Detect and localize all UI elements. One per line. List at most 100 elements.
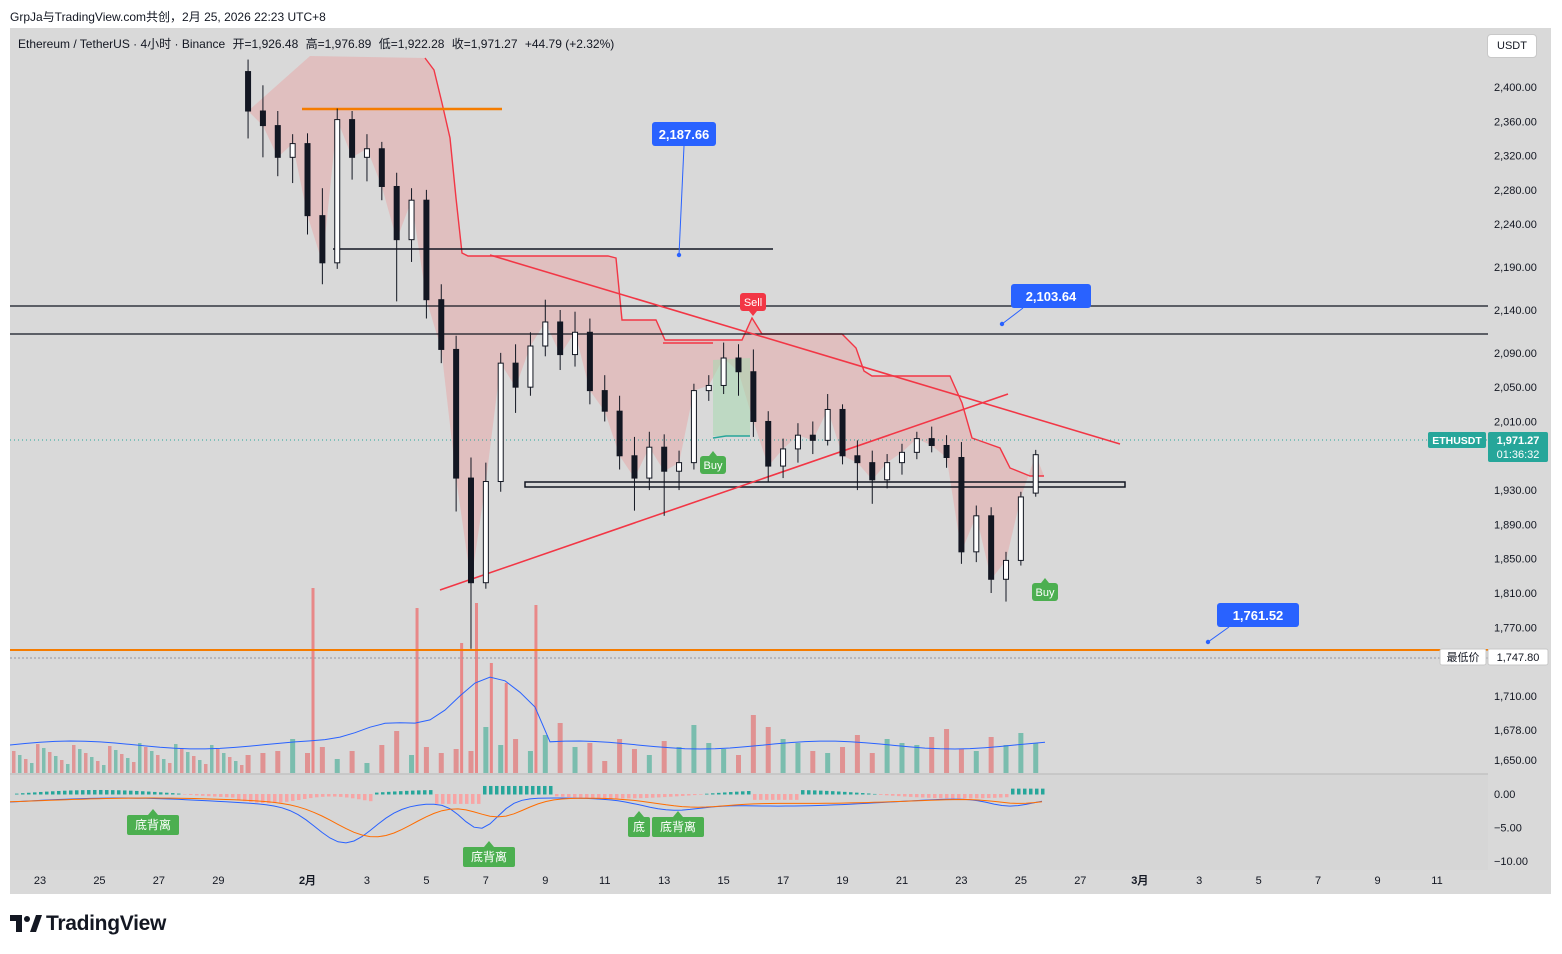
macd-histogram-bar: [741, 791, 745, 795]
macd-histogram-bar: [57, 790, 61, 795]
price-annotation-anchor: [999, 321, 1005, 327]
macd-histogram-bar: [915, 794, 919, 798]
candle-body: [334, 119, 341, 264]
candle-body: [1003, 559, 1010, 580]
macd-histogram-bar: [753, 794, 757, 800]
price-annotation-box: [652, 122, 716, 146]
indicator-pane: [10, 774, 1551, 870]
macd-histogram-bar: [297, 794, 301, 800]
time-axis-label: 27: [153, 875, 165, 887]
macd-histogram-bar: [471, 794, 475, 804]
ascending-trendline: [439, 393, 1009, 591]
symbol-tag-text: ETHUSDT: [1432, 435, 1482, 447]
macd-histogram-bar: [51, 791, 55, 795]
candle-body: [423, 199, 430, 301]
macd-histogram-bar: [99, 789, 103, 795]
macd-histogram-bar: [603, 794, 607, 799]
price-annotation: 2,103.64: [999, 284, 1091, 327]
macd-histogram-bar: [567, 794, 571, 798]
candle-body: [690, 390, 697, 464]
macd-histogram-bar: [345, 794, 349, 798]
macd-histogram-bar: [207, 794, 211, 797]
macd-histogram-bar: [687, 794, 691, 796]
macd-histogram-bar: [759, 794, 763, 800]
price-annotation-text: 2,187.66: [659, 127, 710, 142]
buy-signal-text: Buy: [704, 460, 723, 472]
macd-histogram-bar: [69, 790, 73, 795]
volume-bar: [854, 735, 860, 773]
candle-body: [780, 448, 787, 467]
macd-histogram-bar: [597, 794, 601, 799]
candle-body: [557, 321, 564, 356]
macd-histogram-bar: [195, 794, 199, 796]
macd-histogram-bar: [861, 793, 865, 795]
volume-bar: [60, 760, 64, 773]
macd-histogram-bar: [141, 791, 145, 795]
price-axis-label: 2,400.00: [1494, 82, 1537, 94]
macd-histogram-bar: [555, 794, 559, 797]
ohlc-low: 低=1,922.28: [378, 37, 445, 51]
volume-bar: [12, 751, 16, 773]
macd-histogram-bar: [123, 790, 127, 795]
macd-histogram-bar: [75, 790, 79, 795]
time-axis-label: 13: [658, 875, 670, 887]
macd-histogram-bar: [789, 794, 793, 800]
volume-bar: [102, 765, 106, 773]
candle-body: [512, 362, 519, 388]
buy-signal-text: Buy: [1036, 587, 1055, 599]
time-axis-pane: [10, 870, 1551, 894]
currency-button[interactable]: USDT: [1487, 34, 1537, 58]
time-axis-label: 27: [1074, 875, 1086, 887]
time-axis-label: 29: [212, 875, 224, 887]
volume-bar: [54, 756, 58, 773]
volume-bar: [349, 751, 355, 773]
macd-histogram-bar: [969, 794, 973, 799]
time-axis-label: 19: [836, 875, 848, 887]
chart-area[interactable]: 底背离 底背离底底背离 Sell Buy Buy 2,187.66 2,103.64 1,76…: [10, 28, 1551, 894]
candle-body: [245, 71, 252, 112]
macd-histogram-bar: [33, 792, 37, 795]
uptrend-line: [712, 435, 750, 439]
macd-histogram-bar: [705, 793, 709, 795]
macd-histogram-bar: [417, 790, 421, 795]
volume-bar: [661, 741, 667, 773]
candle-body: [259, 110, 266, 127]
macd-histogram-bar: [807, 790, 811, 795]
macd-histogram-bar: [951, 794, 955, 799]
volume-bar: [884, 739, 890, 773]
volume-ma-line: [10, 676, 1046, 750]
macd-histogram-bar: [177, 793, 181, 795]
macd-histogram-bar: [393, 791, 397, 795]
price-axis-label: 2,050.00: [1494, 382, 1537, 394]
price-annotation-leader: [678, 145, 685, 256]
time-axis-label: 25: [93, 875, 105, 887]
macd-histogram-bar: [357, 794, 361, 800]
volume-bar: [66, 764, 70, 773]
macd-histogram-bar: [435, 794, 439, 804]
volume-bar: [706, 743, 712, 773]
candle-body: [482, 481, 489, 584]
volume-bar: [810, 751, 816, 773]
price-axis-label: 1,650.00: [1494, 755, 1537, 767]
candle-body: [453, 348, 460, 479]
divergence-label: 底背离: [463, 841, 515, 867]
price-annotation: 2,187.66: [652, 122, 716, 258]
candle-body: [661, 446, 668, 472]
price-axis-label: 1,678.00: [1494, 725, 1537, 737]
price-annotation-box: [1217, 603, 1299, 627]
macd-line: [10, 797, 1043, 844]
macd-histogram-bar: [273, 794, 277, 804]
divergence-label-box: [463, 847, 515, 867]
macd-histogram-bar: [813, 790, 817, 795]
macd-histogram-bar: [267, 794, 271, 804]
volume-bar: [676, 747, 682, 773]
volume-bar: [468, 751, 474, 773]
volume-bar: [156, 755, 160, 773]
candle-body: [898, 451, 905, 464]
buy-signal-box: [1032, 583, 1058, 601]
time-axis-label: 25: [1015, 875, 1027, 887]
volume-bar: [240, 765, 244, 773]
macd-histogram-bar: [213, 794, 217, 797]
macd-histogram-bar: [765, 794, 769, 800]
